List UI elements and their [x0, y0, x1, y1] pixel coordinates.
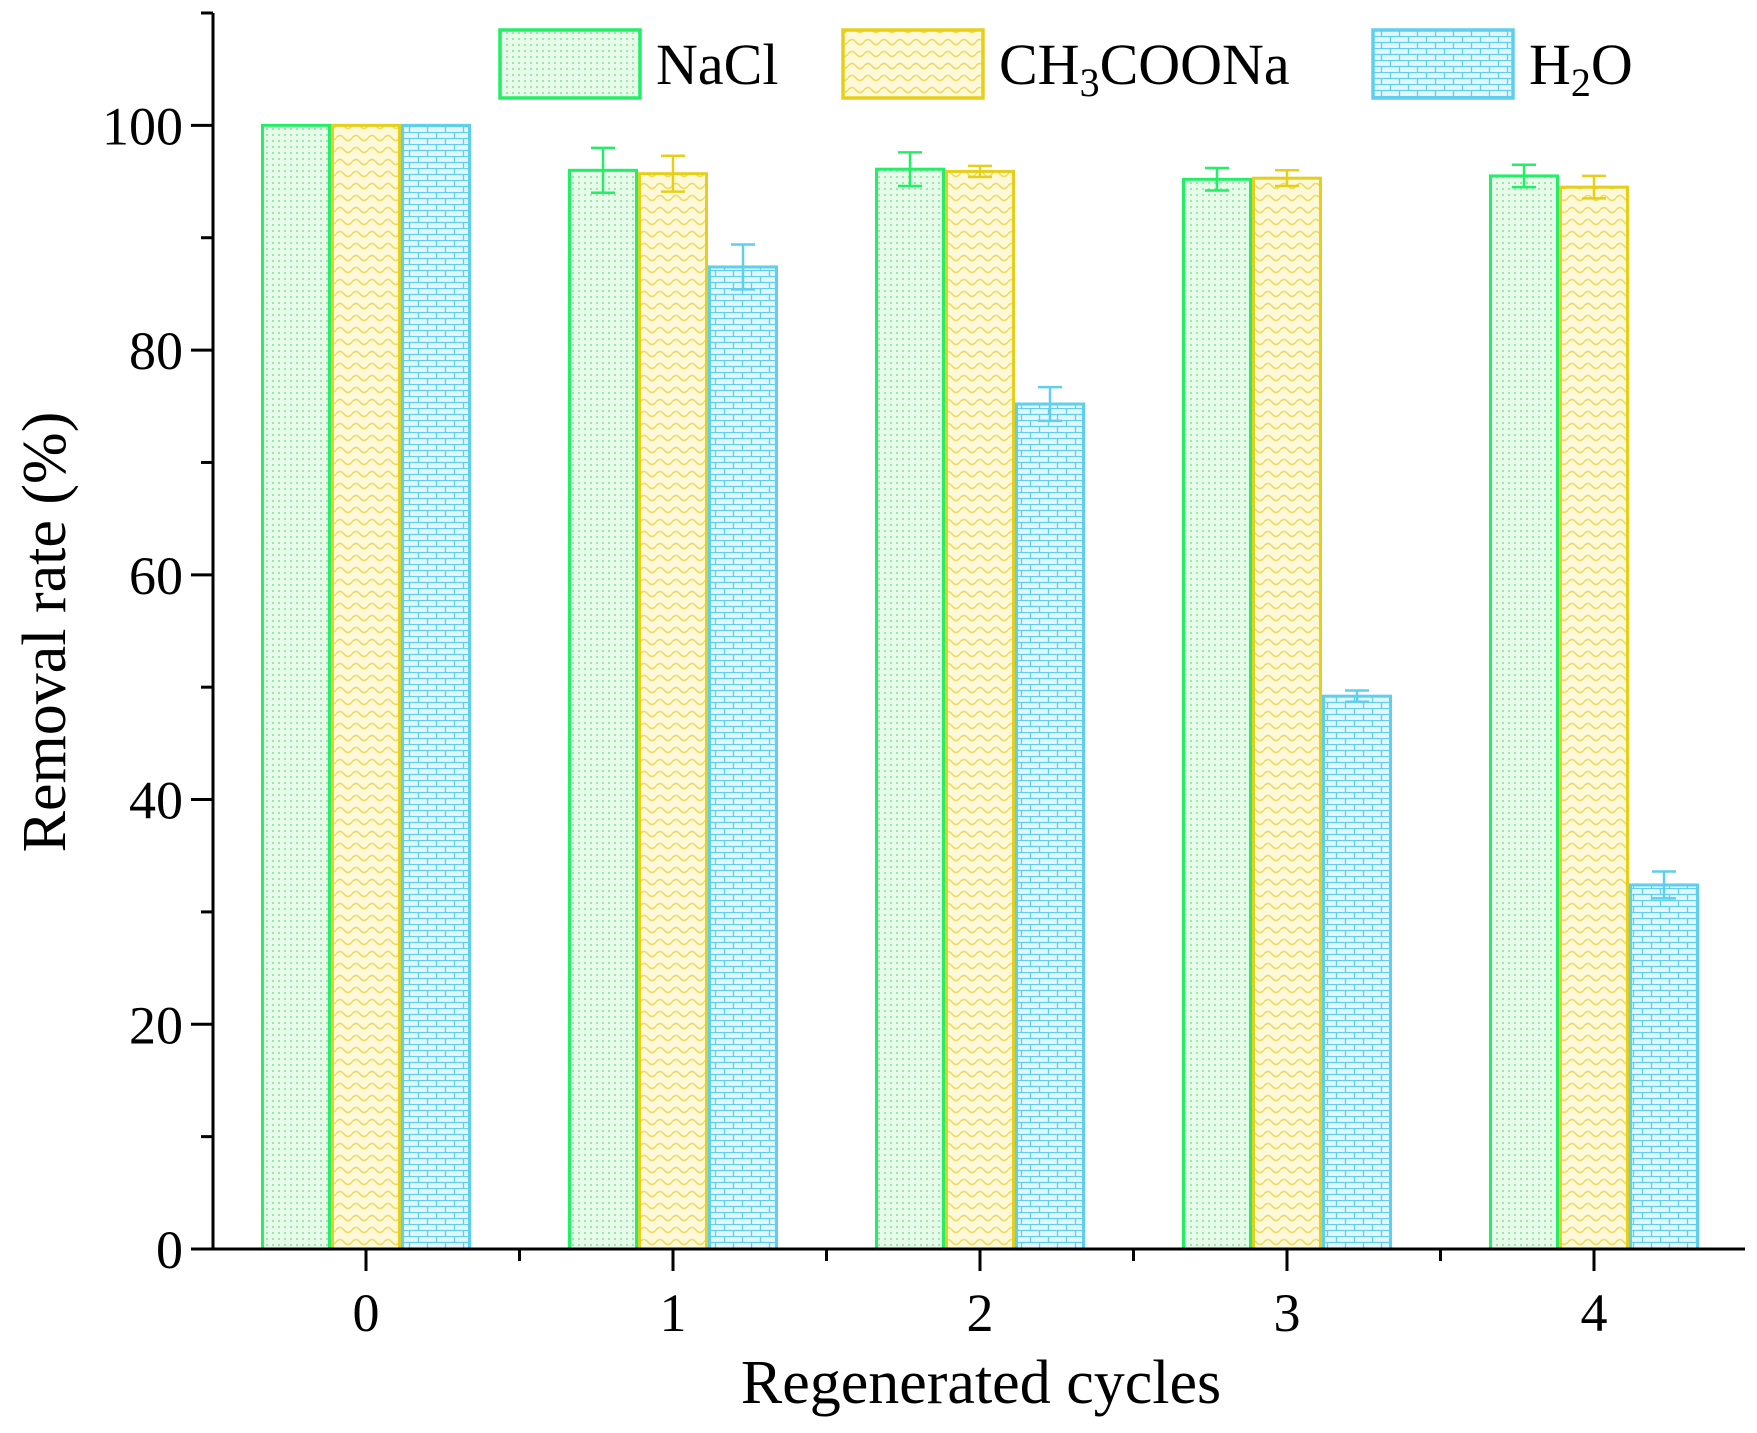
bar-NaCl-4	[1489, 174, 1559, 1251]
bar-H2O-2	[1015, 402, 1085, 1251]
bar-CH3COONa-0	[331, 123, 401, 1251]
y-tick-label-80: 80	[129, 321, 183, 381]
legend-label-part: 3	[1080, 60, 1100, 105]
axes-layer: 0 20 40 60 80 100 0 1 2 3 4	[102, 11, 1745, 1343]
legend-label-part: O	[1591, 32, 1633, 97]
bar-NaCl-2	[875, 167, 945, 1251]
y-tick-label-100: 100	[102, 96, 183, 156]
bar-H2O-3	[1322, 694, 1392, 1251]
legend-label-part: H	[1529, 32, 1571, 97]
bar-NaCl-0	[261, 123, 331, 1251]
legend-swatch-H2O	[1371, 28, 1515, 100]
bar-NaCl-3	[1182, 177, 1252, 1251]
x-tick-label-1: 1	[660, 1283, 687, 1343]
bar-CH3COONa-2	[945, 169, 1015, 1251]
x-tick-label-0: 0	[353, 1283, 380, 1343]
legend-label-H2O: H2O	[1529, 32, 1633, 105]
legend: NaCl CH3COONa H2O	[498, 28, 1633, 105]
y-tick-label-60: 60	[129, 546, 183, 606]
y-tick-label-40: 40	[129, 771, 183, 831]
legend-label-part: COONa	[1100, 32, 1290, 97]
bar-CH3COONa-3	[1252, 176, 1322, 1251]
x-tick-label-4: 4	[1581, 1283, 1608, 1343]
legend-label-part: 2	[1571, 60, 1591, 105]
legend-swatch-CH3COONa	[841, 28, 985, 100]
x-axis-title: Regenerated cycles	[741, 1349, 1221, 1417]
bar-NaCl-1	[568, 168, 638, 1251]
bar-H2O-0	[401, 123, 471, 1251]
bar-H2O-1	[708, 265, 778, 1251]
bars-layer	[261, 123, 1699, 1251]
bar-H2O-4	[1629, 883, 1699, 1251]
x-tick-label-2: 2	[967, 1283, 994, 1343]
bar-CH3COONa-1	[638, 172, 708, 1251]
legend-label-part: CH	[999, 32, 1080, 97]
bar-CH3COONa-4	[1559, 185, 1629, 1251]
legend-swatch-NaCl	[498, 28, 642, 100]
legend-label-CH3COONa: CH3COONa	[999, 32, 1290, 105]
legend-label-NaCl: NaCl	[656, 32, 778, 97]
y-tick-label-0: 0	[156, 1220, 183, 1280]
y-tick-label-20: 20	[129, 995, 183, 1055]
legend-label-part: NaCl	[656, 32, 778, 97]
x-tick-label-3: 3	[1274, 1283, 1301, 1343]
y-axis-title: Removal rate (%)	[11, 412, 79, 853]
